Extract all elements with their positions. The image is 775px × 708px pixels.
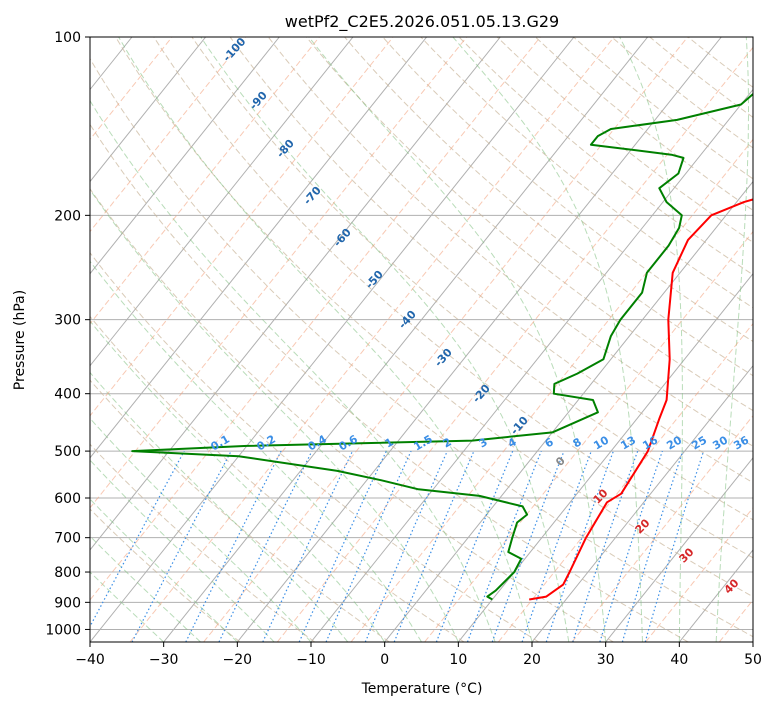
mixing-ratio-line bbox=[491, 450, 565, 642]
x-tick-label: 30 bbox=[597, 652, 615, 668]
mixing-ratio-line bbox=[90, 450, 185, 628]
y-tick-label: 800 bbox=[54, 565, 81, 581]
temperature-guide-line bbox=[645, 507, 753, 642]
mixing-ratio-line bbox=[393, 450, 475, 642]
moist-adiabat-line bbox=[90, 188, 459, 642]
mixing-ratio-line bbox=[644, 450, 705, 642]
temperature-guide-line bbox=[424, 230, 753, 642]
x-axis-label: Temperature (°C) bbox=[361, 681, 483, 697]
x-tick-label: 40 bbox=[670, 652, 688, 668]
temperature-guide-line bbox=[571, 414, 753, 642]
moist-adiabat-line bbox=[715, 37, 749, 642]
y-tick-label: 400 bbox=[54, 387, 81, 403]
dry-adiabat-line bbox=[90, 123, 689, 642]
y-tick-label: 100 bbox=[54, 30, 81, 46]
moist-adiabat-line bbox=[118, 37, 533, 642]
isotherm-line bbox=[163, 37, 649, 642]
plot-frame bbox=[89, 36, 754, 643]
isotherm-line bbox=[384, 180, 753, 642]
temperature-guide-line bbox=[90, 37, 468, 509]
isotherm-line bbox=[90, 37, 501, 551]
dry-adiabat-line bbox=[229, 37, 753, 484]
moist-adiabat-line bbox=[619, 37, 683, 642]
y-tick-label: 900 bbox=[54, 595, 81, 611]
temperature-guide-line bbox=[129, 37, 615, 642]
mixing-ratio-line bbox=[621, 450, 684, 642]
mixing-ratio-line bbox=[521, 450, 592, 642]
y-tick-label: 700 bbox=[54, 531, 81, 547]
isotherm-line bbox=[90, 37, 428, 459]
x-tick-label: 50 bbox=[744, 652, 762, 668]
y-tick-label: 500 bbox=[54, 444, 81, 460]
isotherm-line bbox=[457, 272, 753, 642]
dewpoint-profile-line bbox=[131, 92, 753, 601]
y-tick-label: 200 bbox=[54, 208, 81, 224]
dry-adiabat-line bbox=[90, 508, 241, 642]
mixing-ratio-line bbox=[466, 450, 542, 642]
y-tick-label: 300 bbox=[54, 313, 81, 329]
isotherm-line bbox=[310, 88, 753, 642]
dry-adiabat-line bbox=[90, 379, 390, 642]
y-tick-label: 1000 bbox=[45, 622, 81, 638]
dry-adiabat-line bbox=[90, 188, 614, 642]
isotherm-line bbox=[90, 37, 207, 183]
mixing-ratio-line bbox=[185, 450, 282, 642]
moist-adiabat-line bbox=[90, 99, 496, 642]
mixing-ratio-line bbox=[545, 450, 614, 642]
isotherm-line bbox=[605, 457, 753, 642]
y-tick-label: 600 bbox=[54, 491, 81, 507]
x-tick-label: −40 bbox=[75, 652, 105, 668]
dry-adiabat-line bbox=[153, 37, 753, 559]
temperature-guide-line bbox=[203, 37, 689, 642]
temperature-guide-line bbox=[350, 138, 753, 642]
x-tick-label: −10 bbox=[296, 652, 326, 668]
dry-adiabat-line bbox=[90, 315, 465, 642]
moist-adiabat-line bbox=[308, 37, 607, 642]
dry-adiabat-line bbox=[90, 57, 753, 638]
moist-adiabat-line bbox=[90, 260, 422, 642]
x-tick-label: 10 bbox=[449, 652, 467, 668]
ticks-layer: −40 −30 −20 −10 0 10 20 30 40 50 1000 900 800 700 600 5… bbox=[45, 30, 762, 668]
x-tick-label: 20 bbox=[523, 652, 541, 668]
x-tick-label: 0 bbox=[380, 652, 389, 668]
temperature-profile-line bbox=[529, 198, 753, 601]
moist-adiabat-line bbox=[452, 37, 643, 642]
mixing-ratio-line bbox=[325, 450, 412, 642]
dry-adiabat-line bbox=[382, 37, 753, 343]
dry-adiabat-line bbox=[191, 37, 753, 521]
dry-adiabat-line bbox=[305, 37, 753, 412]
moist-adiabat-line bbox=[200, 37, 570, 642]
isotherm-line bbox=[90, 37, 280, 275]
x-tick-label: −30 bbox=[149, 652, 179, 668]
mixing-ratio-line bbox=[364, 450, 448, 642]
moist-adiabat-line bbox=[90, 320, 386, 642]
moist-adiabat-line bbox=[90, 417, 312, 642]
isotherm-line bbox=[531, 364, 753, 642]
chart-title: wetPf2_C2E5.2026.051.05.13.G29 bbox=[285, 12, 559, 32]
mixing-ratio-line bbox=[572, 450, 639, 642]
dry-adiabat-line bbox=[115, 37, 753, 598]
isotherm-line bbox=[236, 37, 722, 642]
mixing-ratio-line bbox=[599, 450, 663, 642]
x-tick-label: −20 bbox=[223, 652, 253, 668]
isotherm-line bbox=[90, 37, 354, 367]
data-layer bbox=[131, 92, 753, 601]
y-axis-label: Pressure (hPa) bbox=[12, 290, 28, 390]
mixing-ratio-line bbox=[435, 450, 514, 642]
